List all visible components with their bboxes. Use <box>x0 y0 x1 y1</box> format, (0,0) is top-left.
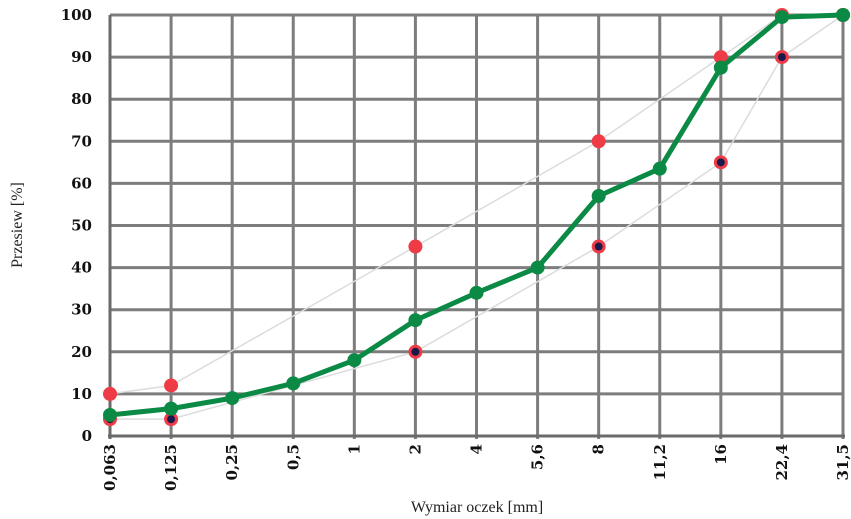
upper-limit-point <box>713 50 728 65</box>
lower-limit-point <box>774 50 789 65</box>
x-tick-label: 2 <box>406 444 424 454</box>
upper-limit-point <box>408 239 423 254</box>
grading-curve-point <box>836 8 850 22</box>
x-tick-label: 22,4 <box>773 444 791 481</box>
x-tick-label: 8 <box>590 444 608 454</box>
x-tick-label: 31,5 <box>834 444 851 481</box>
grading-curve-point <box>713 60 728 75</box>
grading-curve-point <box>103 407 117 422</box>
y-tick-label: 30 <box>71 301 92 319</box>
x-tick-label: 4 <box>468 444 486 454</box>
grading-curve-point <box>164 401 179 416</box>
lower-limit-point <box>591 239 606 254</box>
grading-curve-point <box>774 10 789 25</box>
y-tick-label: 90 <box>71 48 92 66</box>
y-tick-label: 80 <box>71 90 92 108</box>
grading-curve-point <box>469 285 484 300</box>
grading-curve-point <box>652 161 667 176</box>
x-tick-label: 0,5 <box>284 444 302 470</box>
y-tick-label: 20 <box>71 343 92 361</box>
x-tick-label: 1 <box>345 444 363 454</box>
y-tick-label: 50 <box>71 217 92 235</box>
y-tick-label: 0 <box>82 427 92 445</box>
y-tick-label: 40 <box>71 259 92 277</box>
y-tick-labels: 0 10 20 30 40 50 60 70 80 90 100 <box>61 6 92 445</box>
upper-limit-point <box>103 386 117 401</box>
grading-curve-point <box>530 260 545 275</box>
x-tick-label: 0,125 <box>162 444 180 491</box>
grading-curve-point <box>347 353 362 368</box>
x-tick-label: 11,2 <box>651 444 669 481</box>
x-tick-labels: 0,063 0,125 0,25 0,5 1 2 4 5,6 8 11,2 16 22,4 31,5 <box>101 444 851 491</box>
lower-limit-point <box>713 155 728 170</box>
y-tick-label: 60 <box>71 174 92 192</box>
lower-limit-point <box>164 412 179 427</box>
x-tick-label: 16 <box>712 444 730 465</box>
grading-curve-point <box>591 189 606 204</box>
x-tick-label: 5,6 <box>529 444 547 470</box>
x-tick-label: 0,063 <box>101 444 119 491</box>
grid <box>108 13 845 439</box>
data-series <box>103 8 850 427</box>
upper-limit-point <box>591 134 606 149</box>
y-axis-label: Przesiew [%] <box>9 182 26 268</box>
y-tick-label: 10 <box>71 385 92 403</box>
x-tick-label: 0,25 <box>223 444 241 481</box>
lower-limit-point <box>408 344 423 359</box>
x-axis-label: Wymiar oczek [mm] <box>411 499 543 516</box>
y-tick-label: 70 <box>71 132 92 150</box>
y-tick-label: 100 <box>61 6 92 24</box>
grading-curve-point <box>286 376 301 391</box>
grading-curve-point <box>408 313 423 328</box>
grading-curve-point <box>225 391 240 406</box>
upper-limit-point <box>164 378 179 393</box>
